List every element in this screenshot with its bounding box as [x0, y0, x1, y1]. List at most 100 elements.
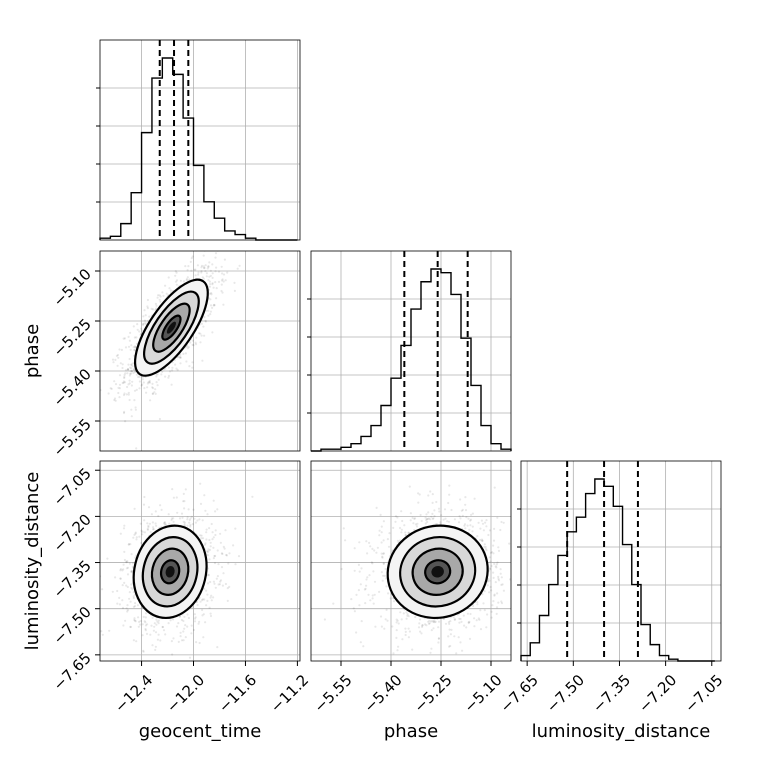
scatter-point	[209, 274, 212, 277]
scatter-point	[127, 335, 130, 338]
scatter-point	[465, 516, 468, 519]
scatter-point	[482, 602, 485, 605]
scatter-point	[200, 266, 203, 269]
scatter-point	[225, 553, 228, 557]
scatter-point	[203, 267, 206, 270]
scatter-point	[359, 641, 362, 644]
scatter-point	[468, 528, 471, 531]
scatter-point	[214, 281, 217, 284]
scatter-point	[129, 625, 132, 629]
scatter-point	[382, 552, 385, 555]
scatter-point	[199, 341, 202, 344]
scatter-point	[209, 545, 212, 548]
scatter-point	[424, 516, 427, 519]
scatter-point	[143, 387, 146, 390]
scatter-point	[332, 602, 335, 605]
scatter-point	[191, 339, 194, 342]
scatter-point	[205, 275, 208, 278]
scatter-point	[450, 628, 453, 632]
scatter-point	[192, 344, 195, 347]
scatter-point	[167, 376, 170, 379]
scatter-point	[211, 282, 214, 285]
scatter-point	[382, 539, 385, 542]
scatter-point	[190, 269, 193, 272]
scatter-point	[126, 560, 129, 563]
scatter-point	[414, 523, 417, 526]
scatter-point	[118, 396, 121, 399]
scatter-point	[460, 509, 463, 512]
scatter-point	[199, 332, 202, 335]
scatter-point	[376, 546, 379, 549]
scatter-point	[381, 555, 384, 558]
scatter-point	[457, 636, 460, 639]
scatter-point	[211, 283, 214, 286]
histogram-geocent_time	[99, 57, 298, 241]
scatter-point	[400, 531, 403, 534]
scatter-point	[481, 539, 484, 542]
scatter-point	[184, 636, 187, 639]
scatter-point	[448, 645, 451, 648]
scatter-point	[125, 393, 128, 396]
scatter-point	[373, 580, 377, 583]
scatter-point	[201, 276, 204, 279]
scatter-point	[130, 367, 133, 370]
scatter-point	[154, 648, 157, 652]
scatter-point	[128, 597, 131, 600]
scatter-point	[488, 591, 491, 594]
scatter-point	[122, 568, 125, 571]
scatter-point	[122, 381, 125, 384]
scatter-point	[366, 552, 369, 555]
scatter-point	[493, 594, 496, 597]
scatter-point	[193, 620, 197, 623]
density-fill-0-4	[166, 321, 176, 334]
scatter-point	[217, 270, 221, 273]
scatter-point	[130, 569, 133, 572]
scatter-point	[369, 599, 372, 602]
scatter-point	[119, 577, 122, 580]
scatter-point	[493, 527, 496, 531]
scatter-point	[437, 637, 440, 640]
scatter-point	[461, 508, 464, 511]
scatter-point	[383, 627, 386, 630]
scatter-point	[453, 635, 456, 638]
scatter-point	[446, 520, 449, 523]
scatter-point	[134, 346, 137, 349]
scatter-point	[186, 276, 189, 279]
scatter-point	[490, 564, 493, 568]
scatter-point	[539, 556, 541, 558]
scatter-point	[477, 617, 480, 620]
scatter-point	[204, 542, 207, 545]
scatter-point	[126, 585, 129, 589]
scatter-point	[488, 529, 492, 532]
scatter-point	[131, 562, 134, 565]
scatter-point	[213, 582, 216, 585]
scatter-point	[124, 619, 127, 622]
scatter-point	[417, 626, 421, 629]
scatter-point	[130, 415, 133, 418]
scatter-point	[146, 307, 149, 310]
scatter-point	[215, 266, 218, 269]
scatter-point	[484, 521, 487, 524]
scatter-point	[129, 372, 133, 375]
scatter-point	[143, 309, 146, 312]
scatter-point	[142, 323, 145, 327]
scatter-point	[197, 271, 200, 274]
xtick-label-luminosity_distance-2: −7.35	[589, 671, 634, 716]
scatter-point	[151, 387, 155, 390]
scatter-point	[483, 590, 486, 593]
scatter-point	[491, 604, 494, 607]
scatter-point	[200, 264, 204, 267]
scatter-point	[208, 538, 211, 542]
scatter-point	[141, 530, 144, 534]
scatter-point	[184, 265, 187, 268]
scatter-point	[193, 613, 196, 616]
scatter-point	[164, 284, 167, 287]
scatter-point	[463, 524, 466, 527]
scatter-point	[164, 375, 167, 378]
scatter-point	[479, 628, 483, 631]
scatter-point	[392, 526, 395, 530]
scatter-point	[197, 622, 200, 625]
scatter-point	[216, 646, 219, 649]
scatter-point	[145, 391, 148, 394]
scatter-point	[209, 298, 212, 301]
